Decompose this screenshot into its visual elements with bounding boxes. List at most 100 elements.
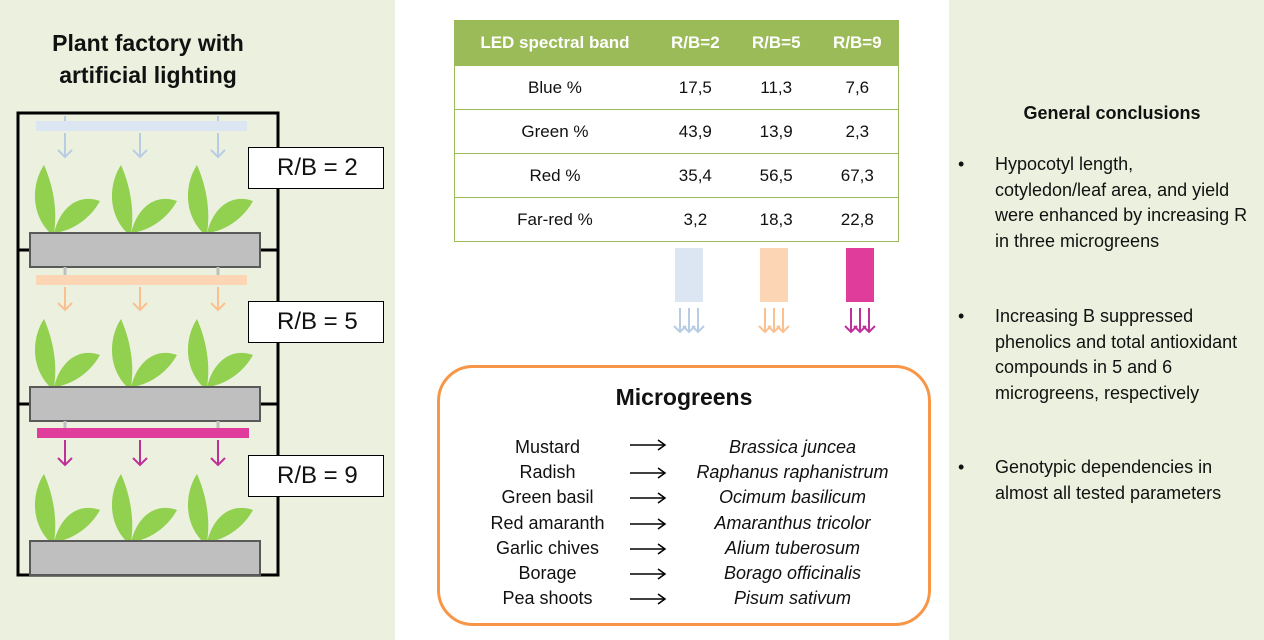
microgreen-latin: Brassica juncea [728,437,857,457]
conclusion-line: Increasing B suppressed [995,306,1194,326]
microgreen-latin: Alium tuberosum [724,538,861,558]
microgreen-name: Mustard [514,437,581,457]
plant [111,319,177,387]
factory-title-line1: Plant factory with [52,30,244,56]
table-header-row: LED spectral band R/B=2 R/B=5 R/B=9 [454,20,899,66]
list-item: Red amaranth Amaranthus tricolor [440,513,928,538]
conclusion-text: Increasing B suppressed phenolics and to… [995,304,1263,406]
table-cell: Far-red % [454,197,655,242]
microgreen-name: Borage [518,563,577,583]
table-cell: 3,2 [654,197,736,242]
table-cell: 2,3 [816,109,899,154]
right-panel [949,0,1264,640]
table-row: Far-red % 3,2 18,3 22,8 [454,197,899,242]
plant [34,165,100,233]
tray-level-2 [29,386,261,422]
level-3 [29,421,261,576]
plant [187,165,253,233]
table-header: R/B=5 [735,20,817,66]
arrow-right-icon [630,593,667,605]
microgreen-latin: Ocimum basilicum [718,487,867,507]
microgreen-latin: Raphanus raphanistrum [696,462,889,482]
conclusion-line: Genotypic dependencies in [995,457,1213,477]
factory-title-line2: artificial lighting [59,62,237,88]
bullet-icon: • [958,306,965,326]
table-cell: 56,5 [735,153,817,198]
conclusion-line: microgreens, respectively [995,382,1200,403]
tray-level-1 [29,232,261,268]
table-header: R/B=2 [654,20,736,66]
conclusion-line: Hypocotyl length, [995,154,1134,174]
conclusion-text: Genotypic dependencies in almost all tes… [995,455,1263,506]
microgreen-name: Radish [519,462,576,482]
plant [34,474,100,542]
table-cell: 22,8 [816,197,899,242]
plant [111,165,177,233]
rb-label-level-1: R/B = 2 [248,147,384,189]
list-item: Pea shoots Pisum sativum [440,588,928,613]
conclusion-line: were enhanced by increasing R [995,205,1248,225]
plant [111,474,177,542]
plant [187,474,253,542]
led-spectral-table: LED spectral band R/B=2 R/B=5 R/B=9 Blue… [454,20,899,242]
table-row: Red % 35,4 56,5 67,3 [454,153,899,198]
table-cell: 67,3 [816,153,899,198]
plant-factory-rack [16,111,280,577]
table-header: R/B=9 [816,20,899,66]
conclusion-line: in three microgreens [995,230,1160,251]
table-header: LED spectral band [454,20,655,66]
microgreen-name: Red amaranth [490,513,605,533]
arrow-right-icon [630,467,667,479]
arrow-right-icon [630,518,667,530]
list-item: Green basil Ocimum basilicum [440,487,928,512]
table-cell: 43,9 [654,109,736,154]
microgreen-name: Garlic chives [495,538,600,558]
table-cell: Blue % [454,65,655,110]
table-cell: 35,4 [654,153,736,198]
table-cell: 18,3 [735,197,817,242]
factory-title: Plant factory with artificial lighting [20,27,276,91]
table-cell: Green % [454,109,655,154]
table-row: Green % 43,9 13,9 2,3 [454,109,899,154]
bullet-icon: • [958,154,965,174]
conclusion-line: cotyledon/leaf area, and yield [995,179,1230,200]
microgreen-latin: Amaranthus tricolor [714,513,871,533]
led-swatch-rb9 [844,248,876,334]
microgreens-box: Microgreens Mustard Brassica juncea Radi… [437,365,931,626]
led-bar-level-1 [36,121,247,131]
microgreen-latin: Pisum sativum [733,588,852,608]
conclusion-line: almost all tested parameters [995,482,1222,503]
table-row: Blue % 17,5 11,3 7,6 [454,65,899,110]
rack-shelf-ticks [18,248,278,406]
list-item: Radish Raphanus raphanistrum [440,462,928,487]
table-cell: 13,9 [735,109,817,154]
microgreen-name: Green basil [501,487,594,507]
arrow-right-icon [630,492,667,504]
arrow-right-icon [630,439,667,451]
level-2 [29,267,261,422]
rb-label-level-2: R/B = 5 [248,301,384,343]
conclusion-line: compounds in 5 and 6 [995,357,1173,377]
led-bar-level-3 [37,428,249,438]
conclusion-text: Hypocotyl length, cotyledon/leaf area, a… [995,152,1263,254]
microgreen-latin: Borago officinalis [723,563,862,583]
table-cell: 11,3 [735,65,817,110]
list-item: Garlic chives Alium tuberosum [440,538,928,563]
level-1 [29,116,261,268]
plant [187,319,253,387]
conclusion-line: phenolics and total antioxidant [995,331,1238,352]
table-cell: 17,5 [654,65,736,110]
conclusions-title: General conclusions [1023,103,1201,123]
microgreen-name: Pea shoots [502,588,593,608]
microgreens-title: Microgreens [615,384,753,410]
led-swatches [673,248,876,334]
arrow-right-icon [630,568,667,580]
led-bar-level-2 [36,275,247,285]
arrow-right-icon [630,543,667,555]
table-cell: 7,6 [816,65,899,110]
led-swatch-rb2 [673,248,705,334]
tray-level-3 [29,540,261,576]
led-swatch-rb5 [758,248,790,334]
rack-frame [16,111,280,577]
table-cell: Red % [454,153,655,198]
